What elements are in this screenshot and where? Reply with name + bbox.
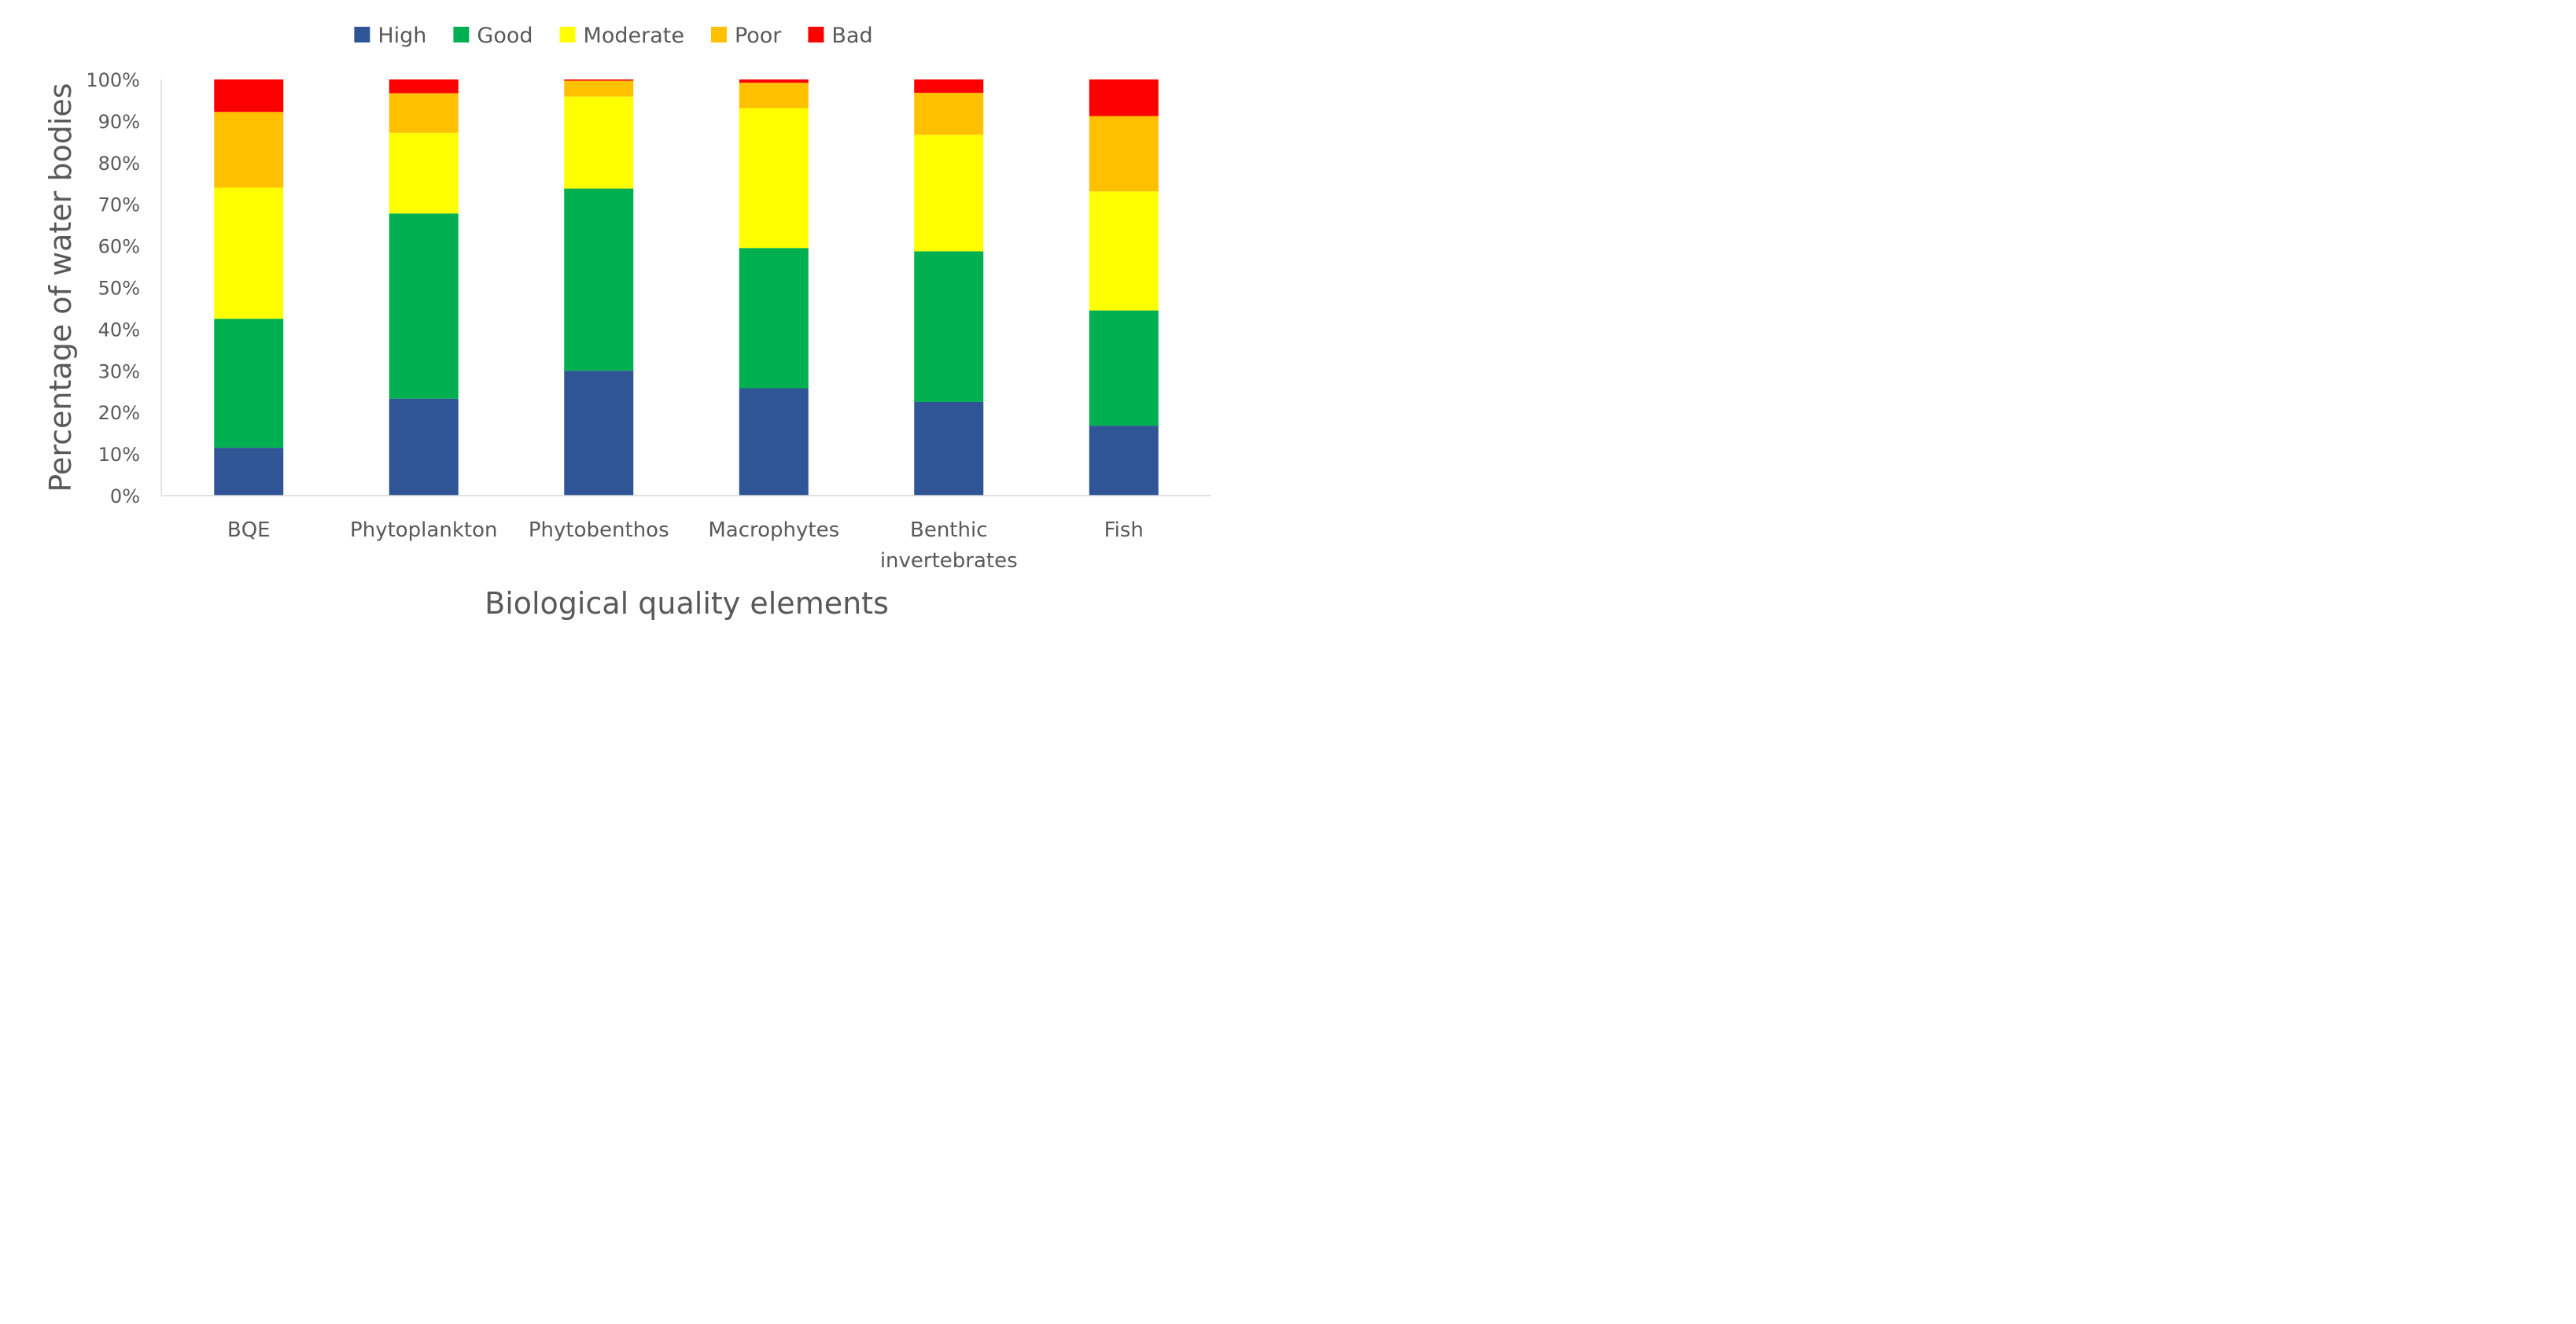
bar-benthic-invertebrates-poor <box>914 92 984 135</box>
legend-swatch <box>354 27 370 42</box>
x-tick-label: Fish <box>1104 518 1144 542</box>
y-tick-label: 90% <box>98 111 140 133</box>
legend-swatch <box>710 27 727 42</box>
legend-label: Poor <box>735 24 782 48</box>
y-tick-label: 10% <box>98 444 140 466</box>
legend-item-bad: Bad <box>808 24 873 48</box>
y-axis: 0% 10% 20% 30% 40% 50% 60% 70% 80% 90% 100% <box>86 69 162 507</box>
y-tick-label: 70% <box>98 194 140 216</box>
bar-phytoplankton-moderate <box>389 132 459 214</box>
bar-benthic-invertebrates-good <box>914 251 984 402</box>
x-axis-title: Biological quality elements <box>485 586 889 621</box>
bar-phytobenthos-good <box>564 188 634 371</box>
bar-bqe-bad <box>214 79 284 112</box>
bar-benthic-invertebrates-bad <box>914 79 984 93</box>
bar-stack-fish <box>1089 79 1159 496</box>
y-tick-label: 50% <box>98 278 140 300</box>
bar-phytoplankton-poor <box>389 93 459 133</box>
bar-macrophytes-bad <box>739 79 809 83</box>
y-tick-label: 60% <box>98 236 140 258</box>
legend-item-high: High <box>354 24 426 48</box>
chart: High Good Moderate Poor Bad 0% 10% 20% 30% 40% 50… <box>0 0 1227 631</box>
bar-benthic-invertebrates-moderate <box>914 135 984 252</box>
y-tick-label: 0% <box>110 485 140 507</box>
legend: High Good Moderate Poor Bad <box>354 24 873 48</box>
bar-stack-macrophytes <box>739 79 809 496</box>
bar-bqe-high <box>214 448 284 496</box>
bar-macrophytes-good <box>739 248 809 389</box>
bar-macrophytes-moderate <box>739 108 809 249</box>
y-axis-title: Percentage of water bodies <box>43 83 78 492</box>
legend-label: Good <box>477 24 533 48</box>
x-tick-label: BQE <box>227 518 271 542</box>
bar-macrophytes-poor <box>739 83 809 109</box>
bar-bqe-good <box>214 319 284 448</box>
y-tick-label: 40% <box>98 319 140 341</box>
x-tick-label: Phytoplankton <box>350 518 497 542</box>
x-axis: BQE Phytoplankton Phytobenthos Macrophytes B… <box>161 495 1211 573</box>
bar-bqe-poor <box>214 112 284 188</box>
legend-label: Moderate <box>584 24 684 48</box>
y-tick-label: 20% <box>98 402 140 424</box>
bar-stack-phytoplankton <box>389 79 459 496</box>
bar-phytoplankton-bad <box>389 79 459 94</box>
y-tick-label: 80% <box>98 153 140 175</box>
bars <box>214 79 1159 496</box>
bar-fish-good <box>1089 310 1159 426</box>
bar-bqe-moderate <box>214 187 284 319</box>
legend-item-good: Good <box>453 24 533 48</box>
legend-swatch <box>559 27 576 42</box>
bar-stack-bqe <box>214 79 284 496</box>
bar-stack-phytobenthos <box>564 79 634 496</box>
bar-phytobenthos-high <box>564 371 634 496</box>
bar-stack-benthic-invertebrates <box>914 79 984 496</box>
bar-phytobenthos-poor <box>564 80 634 97</box>
bar-fish-high <box>1089 426 1159 496</box>
stacked-bar-chart: High Good Moderate Poor Bad 0% 10% 20% 30% 40% 50… <box>43 24 1211 621</box>
bar-fish-moderate <box>1089 191 1159 311</box>
legend-label: High <box>378 24 426 48</box>
bar-phytoplankton-good <box>389 213 459 399</box>
x-tick-label: Phytobenthos <box>529 518 669 542</box>
bar-phytoplankton-high <box>389 398 459 496</box>
bar-phytobenthos-moderate <box>564 96 634 189</box>
bar-benthic-invertebrates-high <box>914 401 984 496</box>
x-tick-label: Benthic invertebrates <box>880 518 1018 573</box>
y-tick-label: 30% <box>98 360 140 382</box>
bar-fish-poor <box>1089 116 1159 192</box>
legend-label: Bad <box>831 24 872 48</box>
legend-item-poor: Poor <box>710 24 782 48</box>
x-tick-label: Macrophytes <box>708 518 839 542</box>
legend-item-moderate: Moderate <box>559 24 684 48</box>
legend-swatch <box>808 27 824 42</box>
y-tick-label: 100% <box>86 69 140 91</box>
bar-macrophytes-high <box>739 388 809 496</box>
bar-phytobenthos-bad <box>564 79 634 81</box>
bar-fish-bad <box>1089 79 1159 116</box>
legend-swatch <box>453 27 470 42</box>
